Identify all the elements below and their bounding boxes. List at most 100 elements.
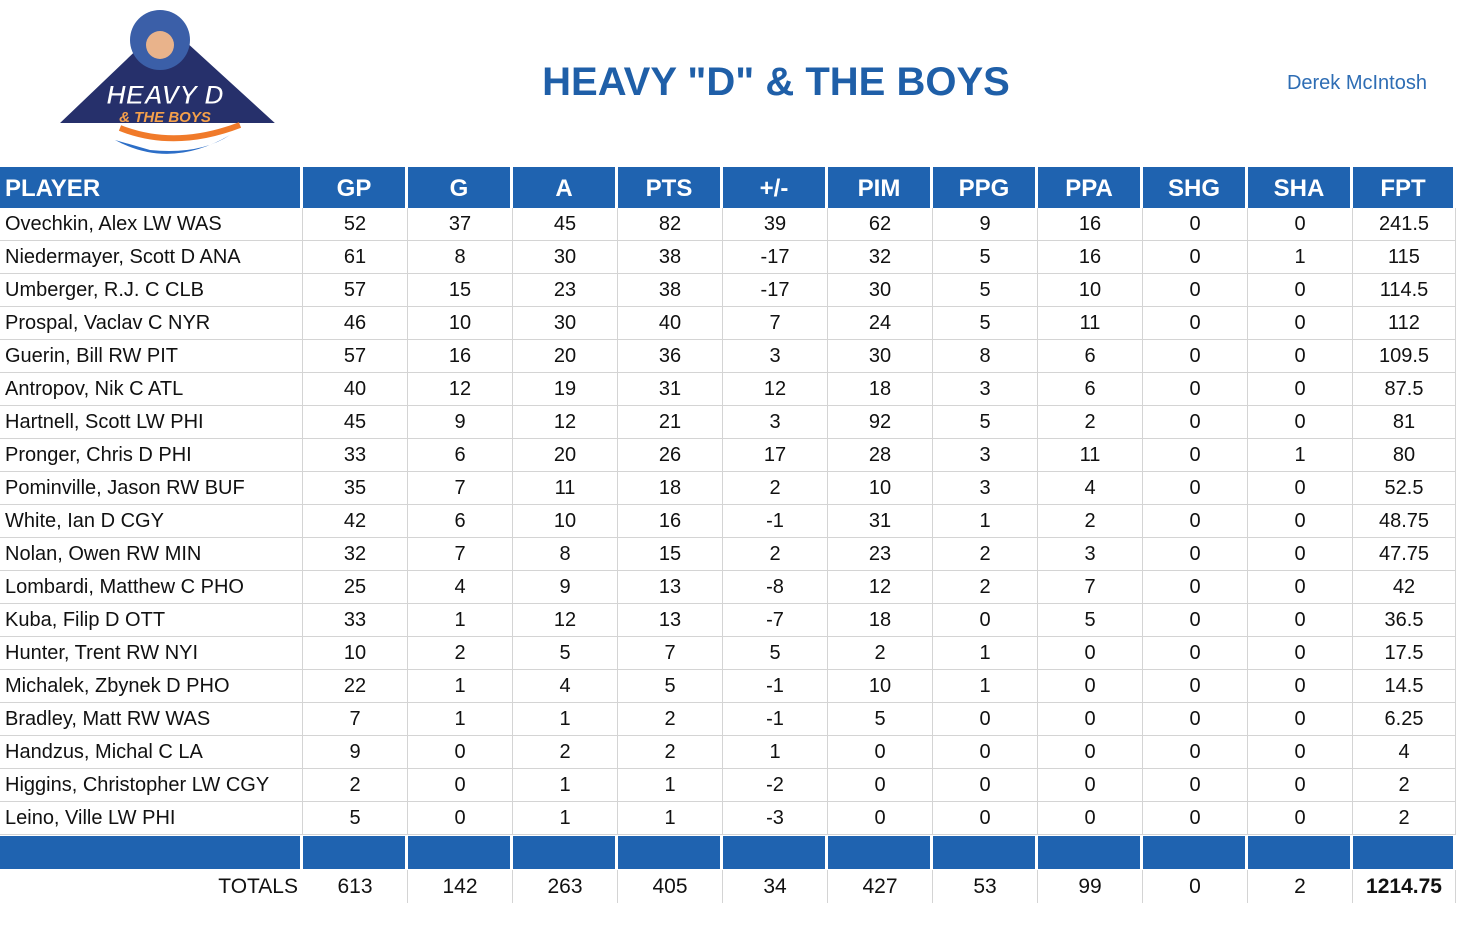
stat-cell: 0 <box>1038 769 1143 802</box>
stat-cell: 0 <box>1143 637 1248 670</box>
stat-cell: 10 <box>303 637 408 670</box>
stat-cell: 25 <box>303 571 408 604</box>
stat-cell: 0 <box>1143 670 1248 703</box>
stat-cell: 0 <box>933 769 1038 802</box>
stat-cell: 18 <box>828 373 933 406</box>
stat-cell: 2 <box>828 637 933 670</box>
stat-cell: 0 <box>1248 538 1353 571</box>
stat-cell: 30 <box>828 274 933 307</box>
stat-cell: 45 <box>513 208 618 241</box>
column-header: PPG <box>933 167 1035 208</box>
stat-cell: 10 <box>513 505 618 538</box>
stat-cell: 0 <box>1248 670 1353 703</box>
stat-cell: 2 <box>933 538 1038 571</box>
stat-cell: 0 <box>1143 439 1248 472</box>
stat-cell: 0 <box>828 802 933 835</box>
stat-cell: 1 <box>513 769 618 802</box>
column-header: A <box>513 167 615 208</box>
stat-cell: 9 <box>303 736 408 769</box>
stat-cell: 5 <box>513 637 618 670</box>
stat-cell: 7 <box>1038 571 1143 604</box>
stat-cell: 87.5 <box>1353 373 1456 406</box>
stat-cell: 11 <box>513 472 618 505</box>
stat-cell: 0 <box>1248 307 1353 340</box>
stat-cell: 32 <box>303 538 408 571</box>
stat-cell: 0 <box>1248 769 1353 802</box>
stat-cell: 8 <box>408 241 513 274</box>
player-name: Nolan, Owen RW MIN <box>0 538 303 571</box>
title: HEAVY "D" & THE BOYS <box>542 60 1010 104</box>
stat-cell: 20 <box>513 340 618 373</box>
player-name: Handzus, Michal C LA <box>0 736 303 769</box>
stat-cell: 6 <box>1038 373 1143 406</box>
stat-cell: 10 <box>828 472 933 505</box>
total-cell: 99 <box>1038 870 1143 903</box>
player-name: Pominville, Jason RW BUF <box>0 472 303 505</box>
stat-cell: 5 <box>1038 604 1143 637</box>
total-cell: 2 <box>1248 870 1353 903</box>
stat-cell: 0 <box>1143 307 1248 340</box>
column-header: GP <box>303 167 405 208</box>
stat-cell: 0 <box>1143 538 1248 571</box>
stat-cell: 4 <box>1353 736 1456 769</box>
stat-cell: 0 <box>1143 208 1248 241</box>
stat-cell: 57 <box>303 274 408 307</box>
player-name: Michalek, Zbynek D PHO <box>0 670 303 703</box>
stat-cell: 2 <box>1038 406 1143 439</box>
column-header: PLAYER <box>0 167 300 208</box>
stat-cell: 20 <box>513 439 618 472</box>
stat-cell: 1 <box>408 604 513 637</box>
stat-cell: 0 <box>1143 241 1248 274</box>
column-header: PPA <box>1038 167 1140 208</box>
stat-cell: 45 <box>303 406 408 439</box>
stat-cell: 36 <box>618 340 723 373</box>
stat-cell: 12 <box>723 373 828 406</box>
stat-cell: 0 <box>1038 637 1143 670</box>
stat-cell: 16 <box>1038 208 1143 241</box>
stat-cell: 1 <box>618 769 723 802</box>
stat-cell: 10 <box>408 307 513 340</box>
stat-cell: 0 <box>828 769 933 802</box>
stat-cell: 10 <box>828 670 933 703</box>
player-name: White, Ian D CGY <box>0 505 303 538</box>
stat-cell: 47.75 <box>1353 538 1456 571</box>
stat-cell: 0 <box>933 703 1038 736</box>
stat-cell: 6.25 <box>1353 703 1456 736</box>
total-cell: 263 <box>513 870 618 903</box>
total-cell: 405 <box>618 870 723 903</box>
stat-cell: 32 <box>828 241 933 274</box>
stat-cell: 11 <box>1038 307 1143 340</box>
stat-cell: 1 <box>513 703 618 736</box>
player-name: Umberger, R.J. C CLB <box>0 274 303 307</box>
stat-cell: 7 <box>408 472 513 505</box>
spacer-cell <box>1353 836 1453 869</box>
spacer-cell <box>933 836 1035 869</box>
stat-cell: 0 <box>1143 736 1248 769</box>
totals-label: TOTALS <box>218 875 298 898</box>
stat-cell: 33 <box>303 439 408 472</box>
spacer-cell <box>1038 836 1140 869</box>
stat-cell: 5 <box>933 406 1038 439</box>
stat-cell: 241.5 <box>1353 208 1456 241</box>
stat-cell: 114.5 <box>1353 274 1456 307</box>
stat-cell: -7 <box>723 604 828 637</box>
stat-cell: 3 <box>723 340 828 373</box>
stat-cell: 6 <box>408 505 513 538</box>
stat-cell: 15 <box>618 538 723 571</box>
stat-cell: 0 <box>1143 505 1248 538</box>
player-name: Hunter, Trent RW NYI <box>0 637 303 670</box>
stat-cell: 5 <box>933 241 1038 274</box>
stat-cell: 40 <box>618 307 723 340</box>
stat-cell: 5 <box>723 637 828 670</box>
stat-cell: 12 <box>513 406 618 439</box>
stat-cell: 80 <box>1353 439 1456 472</box>
stat-cell: 0 <box>1143 406 1248 439</box>
stat-cell: -3 <box>723 802 828 835</box>
stat-cell: 10 <box>1038 274 1143 307</box>
stat-cell: 0 <box>1248 703 1353 736</box>
stat-cell: 0 <box>1038 736 1143 769</box>
player-name: Kuba, Filip D OTT <box>0 604 303 637</box>
stat-cell: 23 <box>513 274 618 307</box>
stat-cell: 17 <box>723 439 828 472</box>
stat-cell: 0 <box>1248 208 1353 241</box>
